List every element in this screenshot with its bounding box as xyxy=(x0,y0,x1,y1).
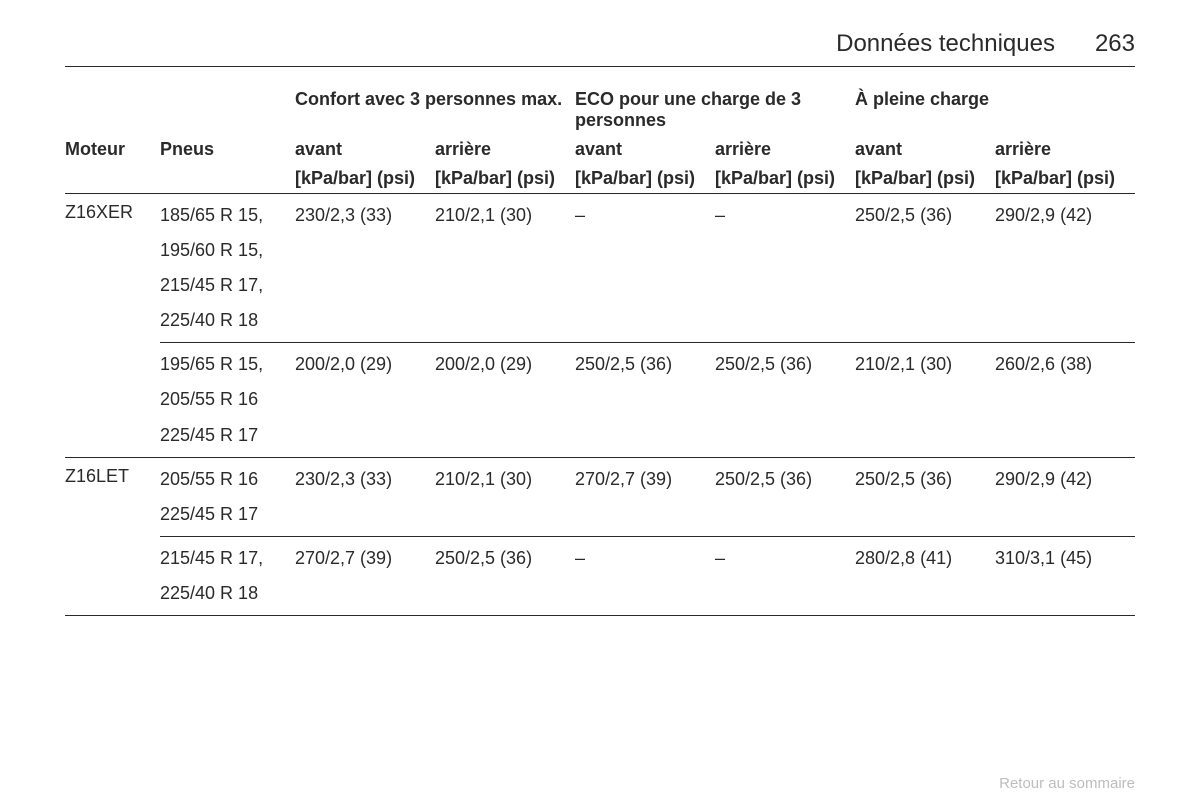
cell-comfort-front: 230/2,3 (33) xyxy=(295,457,435,536)
cell-full-front: 250/2,5 (36) xyxy=(855,194,995,343)
page-header: Données techniques 263 xyxy=(65,30,1135,67)
cell-full-rear: 290/2,9 (42) xyxy=(995,457,1135,536)
cell-eco-rear: 250/2,5 (36) xyxy=(715,343,855,457)
cell-tyres: 185/65 R 15,195/60 R 15,215/45 R 17,225/… xyxy=(160,194,295,343)
cell-eco-front: 250/2,5 (36) xyxy=(575,343,715,457)
cell-full-rear: 260/2,6 (38) xyxy=(995,343,1135,457)
col-group-full: À pleine charge xyxy=(855,85,1135,135)
cell-tyres: 195/65 R 15,205/55 R 16225/45 R 17 xyxy=(160,343,295,457)
footer-return-link[interactable]: Retour au sommaire xyxy=(0,775,1200,792)
col-group-eco: ECO pour une charge de 3 personnes xyxy=(575,85,855,135)
cell-full-front: 210/2,1 (30) xyxy=(855,343,995,457)
page-title: Données techniques xyxy=(836,30,1055,58)
col-full-front: avant xyxy=(855,135,995,164)
col-unit: [kPa/bar] (psi) xyxy=(295,164,435,194)
col-eco-front: avant xyxy=(575,135,715,164)
col-eco-rear: arrière xyxy=(715,135,855,164)
cell-comfort-rear: 210/2,1 (30) xyxy=(435,194,575,343)
cell-eco-front: 270/2,7 (39) xyxy=(575,457,715,536)
cell-comfort-rear: 210/2,1 (30) xyxy=(435,457,575,536)
tyre-pressure-table: Confort avec 3 personnes max. ECO pour u… xyxy=(65,85,1135,616)
col-comfort-front: avant xyxy=(295,135,435,164)
cell-tyres: 205/55 R 16225/45 R 17 xyxy=(160,457,295,536)
cell-tyres: 215/45 R 17,225/40 R 18 xyxy=(160,536,295,615)
col-unit: [kPa/bar] (psi) xyxy=(855,164,995,194)
cell-moteur: Z16LET xyxy=(65,457,160,615)
col-unit: [kPa/bar] (psi) xyxy=(995,164,1135,194)
cell-eco-front: – xyxy=(575,194,715,343)
cell-comfort-rear: 250/2,5 (36) xyxy=(435,536,575,615)
cell-moteur: Z16XER xyxy=(65,194,160,458)
page-number: 263 xyxy=(1095,30,1135,58)
col-unit: [kPa/bar] (psi) xyxy=(575,164,715,194)
cell-eco-rear: – xyxy=(715,536,855,615)
cell-eco-rear: 250/2,5 (36) xyxy=(715,457,855,536)
cell-comfort-front: 270/2,7 (39) xyxy=(295,536,435,615)
cell-full-rear: 290/2,9 (42) xyxy=(995,194,1135,343)
cell-comfort-rear: 200/2,0 (29) xyxy=(435,343,575,457)
col-group-comfort: Confort avec 3 personnes max. xyxy=(295,85,575,135)
cell-full-rear: 310/3,1 (45) xyxy=(995,536,1135,615)
cell-comfort-front: 200/2,0 (29) xyxy=(295,343,435,457)
col-unit: [kPa/bar] (psi) xyxy=(715,164,855,194)
cell-full-front: 280/2,8 (41) xyxy=(855,536,995,615)
cell-eco-front: – xyxy=(575,536,715,615)
cell-eco-rear: – xyxy=(715,194,855,343)
col-comfort-rear: arrière xyxy=(435,135,575,164)
cell-comfort-front: 230/2,3 (33) xyxy=(295,194,435,343)
col-unit: [kPa/bar] (psi) xyxy=(435,164,575,194)
col-pneus: Pneus xyxy=(160,135,295,164)
col-full-rear: arrière xyxy=(995,135,1135,164)
col-moteur: Moteur xyxy=(65,135,160,164)
table-body: Z16XER185/65 R 15,195/60 R 15,215/45 R 1… xyxy=(65,194,1135,616)
table-header: Confort avec 3 personnes max. ECO pour u… xyxy=(65,85,1135,194)
cell-full-front: 250/2,5 (36) xyxy=(855,457,995,536)
